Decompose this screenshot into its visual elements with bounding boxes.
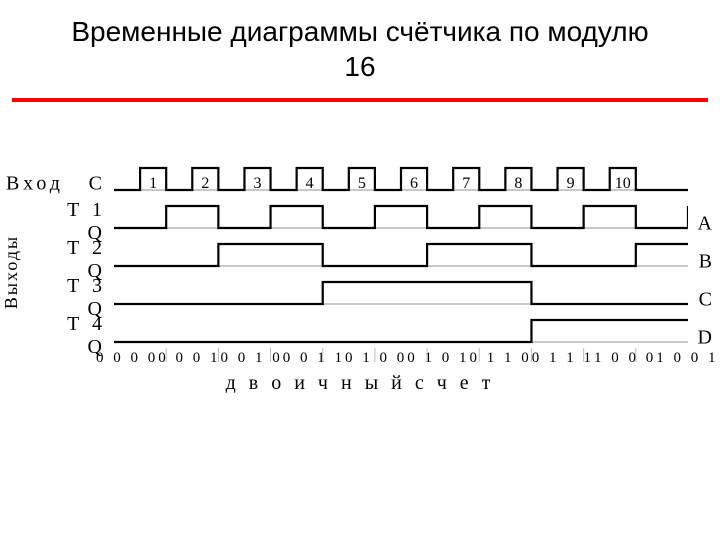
timing-diagram: ВходВыходы12345678910CT 1 QAT 2 QBT 3 QC… xyxy=(0,158,720,400)
row-output-t1: A xyxy=(698,213,712,236)
svg-text:5: 5 xyxy=(358,175,366,192)
waveform-area: 1 2 3 4 5 6 7 8 9 10 xyxy=(114,158,688,348)
row-output-t4: D xyxy=(698,327,712,350)
row-output-t2: B xyxy=(699,251,712,274)
svg-text:1: 1 xyxy=(149,175,157,192)
svg-text:2: 2 xyxy=(201,175,209,192)
svg-text:6: 6 xyxy=(410,175,418,192)
outputs-group-label: Выходы xyxy=(2,235,20,309)
waveform-t3 xyxy=(114,282,688,304)
svg-text:7: 7 xyxy=(462,175,470,192)
svg-text:3: 3 xyxy=(254,175,262,192)
waveform-t1 xyxy=(114,206,688,228)
waveform-t4 xyxy=(114,320,688,342)
page-title: Временные диаграммы счётчика по модулю 1… xyxy=(0,0,720,90)
title-line1: Временные диаграммы счётчика по модулю xyxy=(71,16,648,47)
svg-text:9: 9 xyxy=(567,175,575,192)
title-underline xyxy=(12,98,708,102)
title-line2: 16 xyxy=(344,51,375,82)
svg-text:8: 8 xyxy=(514,175,522,192)
row-output-t3: C xyxy=(699,289,712,312)
svg-text:4: 4 xyxy=(306,175,314,192)
row-label-clock: C xyxy=(54,173,106,196)
binary-caption: д в о и ч н ы й с ч е т xyxy=(0,372,720,395)
waveform-t2 xyxy=(114,244,688,266)
svg-text:10: 10 xyxy=(615,175,631,192)
waveform-clock xyxy=(114,168,688,190)
